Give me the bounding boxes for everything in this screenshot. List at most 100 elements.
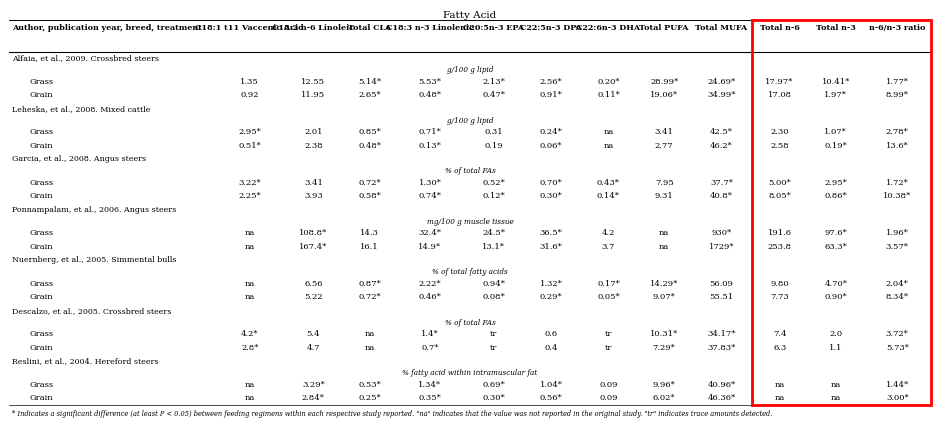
Text: 9.07*: 9.07* bbox=[652, 293, 676, 302]
Text: 5.00*: 5.00* bbox=[768, 179, 791, 187]
Text: C18:1 t11 Vaccenic Acid: C18:1 t11 Vaccenic Acid bbox=[196, 24, 305, 32]
Text: na: na bbox=[365, 344, 375, 352]
Text: 6.56: 6.56 bbox=[305, 280, 322, 288]
Text: 0.6: 0.6 bbox=[544, 330, 557, 338]
Text: 0.43*: 0.43* bbox=[597, 179, 620, 187]
Text: Grain: Grain bbox=[30, 394, 54, 402]
Text: 36.5*: 36.5* bbox=[540, 229, 563, 237]
Text: 0.56*: 0.56* bbox=[540, 394, 562, 402]
Text: Grain: Grain bbox=[30, 344, 54, 352]
Text: 46.2*: 46.2* bbox=[710, 142, 733, 150]
Text: % of total fatty acids: % of total fatty acids bbox=[432, 268, 508, 276]
Text: 0.72*: 0.72* bbox=[358, 179, 381, 187]
Text: 167.4*: 167.4* bbox=[299, 243, 327, 251]
Text: 0.70*: 0.70* bbox=[540, 179, 562, 187]
Text: 10.31*: 10.31* bbox=[650, 330, 679, 338]
Text: Total MUFA: Total MUFA bbox=[696, 24, 747, 32]
Text: 2.58: 2.58 bbox=[771, 142, 789, 150]
Text: Grain: Grain bbox=[30, 142, 54, 150]
Text: 0.71*: 0.71* bbox=[418, 128, 442, 136]
Text: na: na bbox=[244, 381, 255, 389]
Text: 2.04*: 2.04* bbox=[885, 280, 909, 288]
Text: 17.97*: 17.97* bbox=[765, 78, 794, 86]
Text: 3.22*: 3.22* bbox=[239, 179, 261, 187]
Text: 46.36*: 46.36* bbox=[707, 394, 735, 402]
Text: 7.95: 7.95 bbox=[655, 179, 673, 187]
Text: 0.24*: 0.24* bbox=[540, 128, 563, 136]
Text: 1.35: 1.35 bbox=[241, 78, 259, 86]
Text: tr: tr bbox=[491, 344, 497, 352]
Text: 4.7: 4.7 bbox=[306, 344, 321, 352]
Text: 0.08*: 0.08* bbox=[482, 293, 506, 302]
Text: 930*: 930* bbox=[712, 229, 731, 237]
Text: Nuernberg, et al., 2005. Simmental bulls: Nuernberg, et al., 2005. Simmental bulls bbox=[12, 257, 177, 264]
Text: 253.8: 253.8 bbox=[768, 243, 791, 251]
Text: C20:5n-3 EPA: C20:5n-3 EPA bbox=[463, 24, 525, 32]
Text: 24.69*: 24.69* bbox=[707, 78, 735, 86]
Text: 0.30*: 0.30* bbox=[482, 394, 506, 402]
Text: 1.4*: 1.4* bbox=[421, 330, 439, 338]
Text: 12.55: 12.55 bbox=[302, 78, 325, 86]
Text: na: na bbox=[831, 394, 841, 402]
Bar bbox=[752, 20, 931, 405]
Text: 2.22*: 2.22* bbox=[418, 280, 441, 288]
Text: 0.52*: 0.52* bbox=[482, 179, 506, 187]
Text: na: na bbox=[775, 394, 785, 402]
Text: 9.96*: 9.96* bbox=[652, 381, 676, 389]
Text: 55.51: 55.51 bbox=[710, 293, 733, 302]
Text: 2.95*: 2.95* bbox=[824, 179, 847, 187]
Text: Grain: Grain bbox=[30, 192, 54, 200]
Text: na: na bbox=[244, 280, 255, 288]
Text: 1.97*: 1.97* bbox=[824, 91, 847, 99]
Text: 0.48*: 0.48* bbox=[418, 91, 442, 99]
Text: 9.31: 9.31 bbox=[655, 192, 673, 200]
Text: 0.31: 0.31 bbox=[485, 128, 503, 136]
Text: 0.29*: 0.29* bbox=[540, 293, 562, 302]
Text: 5.53*: 5.53* bbox=[418, 78, 442, 86]
Text: 28.99*: 28.99* bbox=[650, 78, 679, 86]
Text: Grass: Grass bbox=[30, 179, 54, 187]
Text: Total n-6: Total n-6 bbox=[760, 24, 800, 32]
Text: C22:5n-3 DPA: C22:5n-3 DPA bbox=[520, 24, 582, 32]
Text: % fatty acid within intramuscular fat: % fatty acid within intramuscular fat bbox=[402, 369, 538, 377]
Text: Grass: Grass bbox=[30, 229, 54, 237]
Text: na: na bbox=[244, 243, 255, 251]
Text: Grain: Grain bbox=[30, 293, 54, 302]
Text: 108.8*: 108.8* bbox=[299, 229, 327, 237]
Text: 0.7*: 0.7* bbox=[421, 344, 439, 352]
Text: na: na bbox=[775, 381, 785, 389]
Text: 32.4*: 32.4* bbox=[418, 229, 442, 237]
Text: 2.01: 2.01 bbox=[305, 128, 322, 136]
Text: 2.38: 2.38 bbox=[304, 142, 322, 150]
Text: % of total FAs: % of total FAs bbox=[445, 319, 495, 326]
Text: 17.08: 17.08 bbox=[768, 91, 791, 99]
Text: 3.00*: 3.00* bbox=[885, 394, 909, 402]
Text: na: na bbox=[603, 128, 614, 136]
Text: 5.4: 5.4 bbox=[306, 330, 321, 338]
Text: 0.25*: 0.25* bbox=[358, 394, 381, 402]
Text: 0.90*: 0.90* bbox=[824, 293, 847, 302]
Text: 3.41: 3.41 bbox=[304, 179, 322, 187]
Text: 37.83*: 37.83* bbox=[707, 344, 736, 352]
Text: 2.8*: 2.8* bbox=[241, 344, 259, 352]
Text: 56.09: 56.09 bbox=[710, 280, 733, 288]
Text: Alfaia, et al., 2009. Crossbred steers: Alfaia, et al., 2009. Crossbred steers bbox=[12, 54, 159, 62]
Text: 1.77*: 1.77* bbox=[885, 78, 909, 86]
Text: 5.14*: 5.14* bbox=[358, 78, 381, 86]
Text: 1.44*: 1.44* bbox=[885, 381, 909, 389]
Text: 6.3: 6.3 bbox=[773, 344, 786, 352]
Text: Grass: Grass bbox=[30, 128, 54, 136]
Text: Grass: Grass bbox=[30, 78, 54, 86]
Text: na: na bbox=[831, 381, 841, 389]
Text: 14.29*: 14.29* bbox=[650, 280, 679, 288]
Text: Author, publication year, breed, treatment: Author, publication year, breed, treatme… bbox=[12, 24, 202, 32]
Text: 191.6: 191.6 bbox=[768, 229, 791, 237]
Text: 2.84*: 2.84* bbox=[302, 394, 325, 402]
Text: 1.1: 1.1 bbox=[829, 344, 842, 352]
Text: 0.14*: 0.14* bbox=[597, 192, 620, 200]
Text: 2.65*: 2.65* bbox=[358, 91, 381, 99]
Text: 1.30*: 1.30* bbox=[418, 179, 442, 187]
Text: 0.19: 0.19 bbox=[485, 142, 503, 150]
Text: Total CLA: Total CLA bbox=[348, 24, 391, 32]
Text: mg/100 g muscle tissue: mg/100 g muscle tissue bbox=[427, 218, 513, 225]
